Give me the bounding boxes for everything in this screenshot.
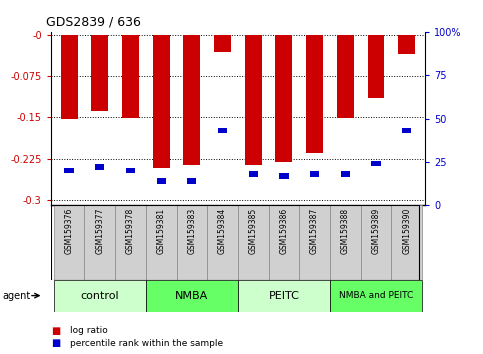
Bar (341, 171, 350, 177)
Bar (269, 205, 299, 280)
Bar (279, 173, 288, 178)
Bar (122, 35, 139, 118)
Text: GSM159385: GSM159385 (249, 207, 258, 254)
Bar (187, 178, 197, 184)
Bar (146, 205, 176, 280)
Bar (306, 35, 323, 153)
Text: GSM159390: GSM159390 (402, 207, 411, 254)
Bar (91, 35, 108, 110)
Bar (238, 280, 330, 312)
Bar (95, 164, 104, 170)
Bar (330, 205, 361, 280)
Bar (126, 168, 135, 173)
Text: GSM159386: GSM159386 (279, 207, 288, 254)
Bar (391, 205, 422, 280)
Bar (361, 205, 391, 280)
Bar (184, 35, 200, 165)
Bar (238, 205, 269, 280)
Bar (85, 205, 115, 280)
Bar (54, 205, 85, 280)
Bar (310, 171, 319, 177)
Text: GDS2839 / 636: GDS2839 / 636 (46, 16, 141, 29)
Bar (54, 280, 146, 312)
Text: GSM159381: GSM159381 (156, 207, 166, 254)
Text: GSM159387: GSM159387 (310, 207, 319, 254)
Bar (146, 280, 238, 312)
Text: GSM159376: GSM159376 (65, 207, 73, 254)
Bar (176, 205, 207, 280)
Text: GSM159388: GSM159388 (341, 207, 350, 254)
Bar (275, 35, 292, 162)
Bar (65, 168, 74, 173)
Bar (249, 171, 258, 177)
Bar (245, 35, 262, 165)
Bar (153, 35, 170, 169)
Bar (371, 161, 381, 166)
Bar (207, 205, 238, 280)
Bar (368, 35, 384, 98)
Text: PEITC: PEITC (269, 291, 299, 301)
Text: GSM159377: GSM159377 (95, 207, 104, 254)
Text: ■: ■ (51, 326, 60, 336)
Text: GSM159378: GSM159378 (126, 207, 135, 254)
Text: GSM159384: GSM159384 (218, 207, 227, 254)
Text: control: control (81, 291, 119, 301)
Bar (61, 35, 78, 119)
Text: NMBA: NMBA (175, 291, 209, 301)
Bar (115, 205, 146, 280)
Bar (330, 280, 422, 312)
Text: NMBA and PEITC: NMBA and PEITC (339, 291, 413, 300)
Text: GSM159383: GSM159383 (187, 207, 197, 254)
Text: log ratio: log ratio (70, 326, 108, 336)
Bar (337, 35, 354, 118)
Text: agent: agent (2, 291, 30, 301)
Bar (218, 128, 227, 133)
Bar (398, 35, 415, 54)
Text: GSM159389: GSM159389 (371, 207, 381, 254)
Text: ■: ■ (51, 338, 60, 348)
Text: percentile rank within the sample: percentile rank within the sample (70, 339, 223, 348)
Bar (156, 178, 166, 184)
Bar (214, 35, 231, 52)
Bar (402, 128, 411, 133)
Bar (299, 205, 330, 280)
